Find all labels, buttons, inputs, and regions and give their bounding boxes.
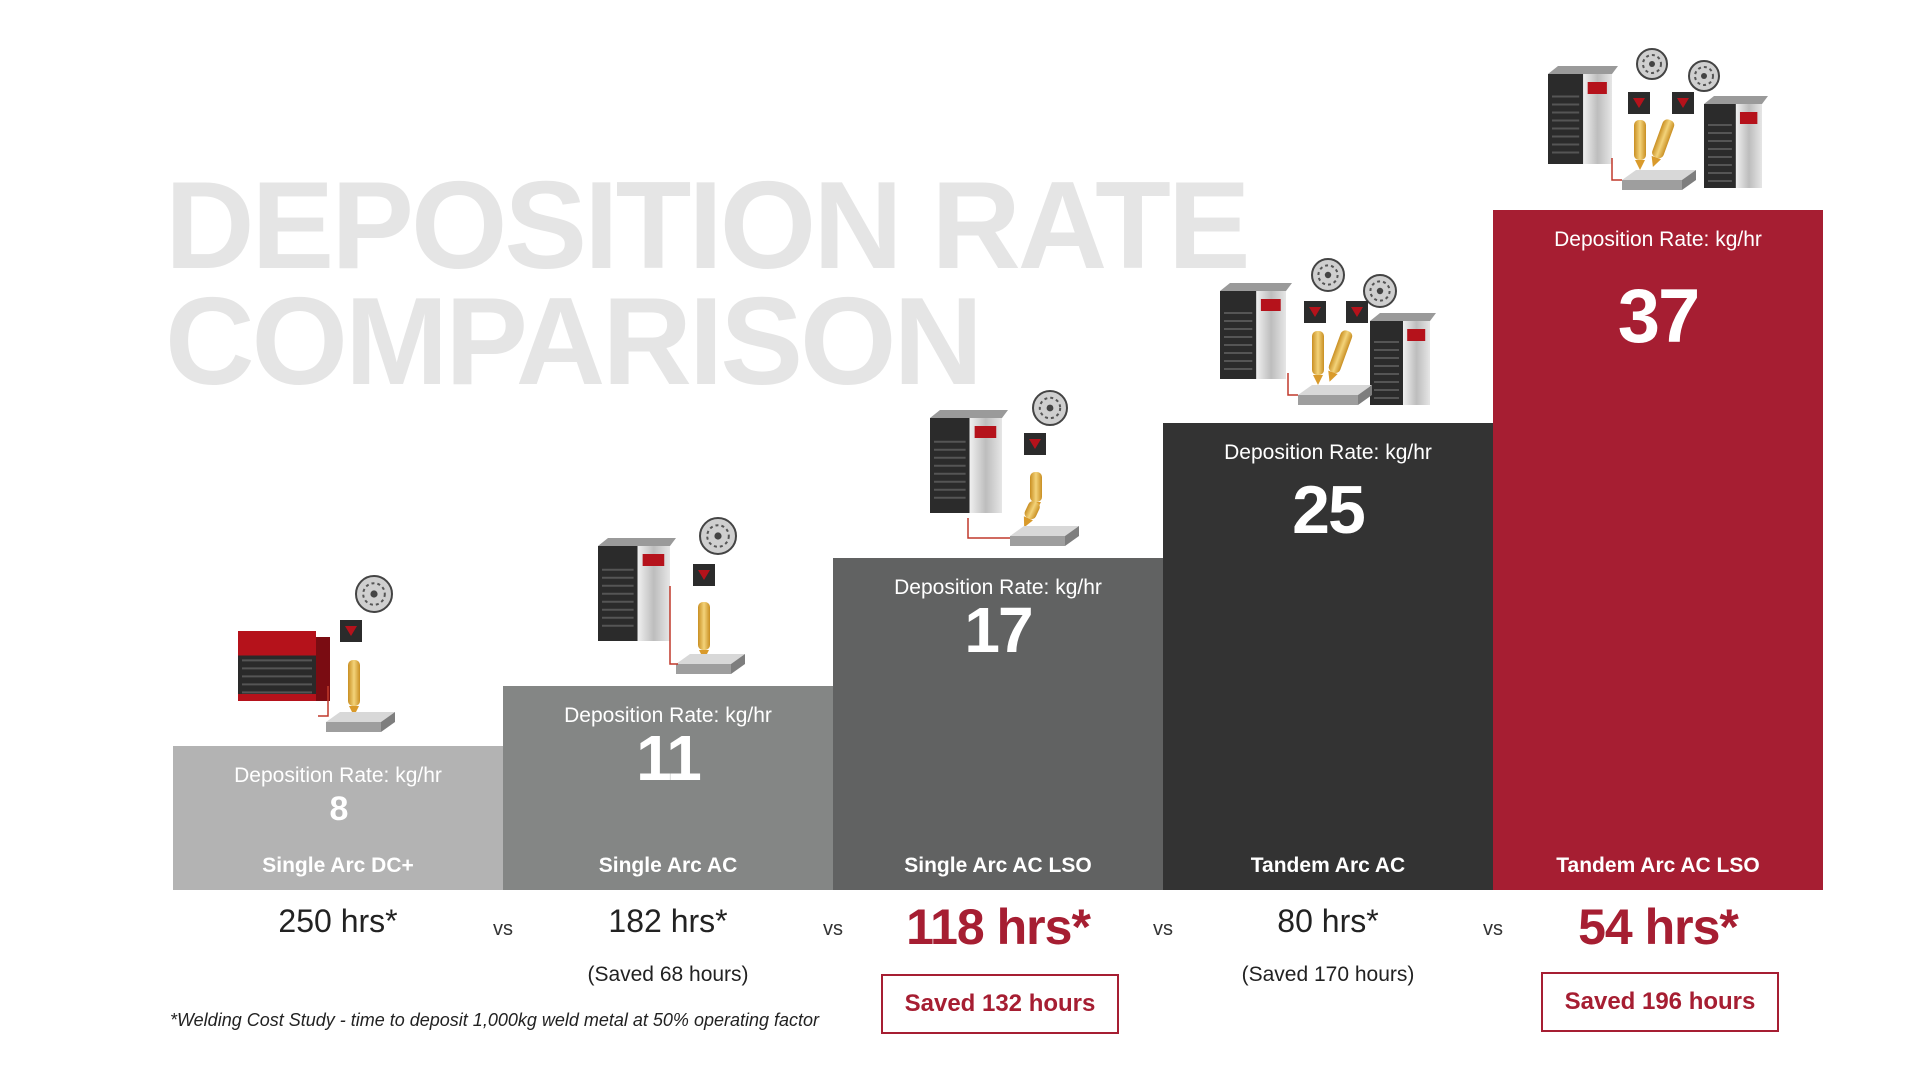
- wire-spool-icon: [355, 575, 393, 613]
- bar-4: [1163, 423, 1493, 890]
- deposition-rate-label: Deposition Rate: kg/hr: [1554, 228, 1762, 251]
- welding-torch-icon: [1328, 330, 1353, 382]
- workpiece-icon: [676, 654, 745, 674]
- workpiece-icon: [1622, 170, 1696, 190]
- wire-feeder-icon: [1024, 433, 1046, 455]
- data-label-value: 11: [636, 722, 700, 794]
- cable: [669, 586, 678, 665]
- welding-torch-icon: [1651, 119, 1675, 167]
- workpiece-icon: [1298, 385, 1372, 405]
- title-line-2: COMPARISON: [165, 273, 983, 411]
- title-line-1: DEPOSITION RATE: [165, 157, 1251, 295]
- data-label-value: 17: [964, 594, 1031, 666]
- category-label: Tandem Arc AC: [1251, 854, 1405, 877]
- welding-torch-icon: [348, 660, 360, 716]
- welding-torch-icon: [1023, 501, 1040, 528]
- wire-spool-icon: [1636, 48, 1668, 80]
- data-label-value: 37: [1618, 274, 1699, 359]
- power-source-silver-icon: [1704, 96, 1768, 188]
- deposition-rate-label: Deposition Rate: kg/hr: [234, 764, 442, 787]
- bar-3: [833, 558, 1163, 890]
- wire-spool-icon: [1032, 390, 1068, 426]
- workpiece-icon: [1010, 526, 1079, 546]
- power-source-silver-icon: [1548, 66, 1618, 164]
- category-label: Single Arc AC: [599, 854, 737, 877]
- bar-5: [1493, 210, 1823, 890]
- cable: [318, 686, 329, 717]
- power-source-silver-icon: [1220, 283, 1292, 379]
- power-source-silver-icon: [930, 410, 1008, 513]
- wire-spool-icon: [1363, 274, 1397, 308]
- power-source-silver-icon: [1370, 313, 1436, 405]
- wire-feeder-icon: [1304, 301, 1326, 323]
- deposition-rate-label: Deposition Rate: kg/hr: [894, 576, 1102, 599]
- footnote: *Welding Cost Study - time to deposit 1,…: [170, 1010, 820, 1030]
- power-source-red-icon: [238, 631, 330, 701]
- category-label: Tandem Arc AC LSO: [1556, 854, 1759, 877]
- wire-spool-icon: [1688, 60, 1720, 92]
- category-label: Single Arc AC LSO: [904, 854, 1091, 877]
- welding-torch-icon: [1312, 331, 1324, 385]
- deposition-rate-label: Deposition Rate: kg/hr: [564, 704, 772, 727]
- page-title: DEPOSITION RATE COMPARISON: [165, 157, 1251, 411]
- data-label-value: 8: [330, 790, 348, 828]
- wire-feeder-icon: [1628, 92, 1650, 114]
- deposition-rate-label: Deposition Rate: kg/hr: [1224, 441, 1432, 464]
- wire-feeder-icon: [693, 564, 715, 586]
- cable: [967, 518, 1010, 539]
- workpiece-icon: [326, 712, 395, 732]
- bar-1: [173, 746, 503, 890]
- welding-torch-icon: [698, 602, 710, 660]
- welding-torch-icon: [1634, 120, 1646, 170]
- cable: [1611, 158, 1622, 181]
- wire-spool-icon: [699, 517, 737, 555]
- data-label-value: 25: [1292, 472, 1364, 548]
- category-label: Single Arc DC+: [262, 854, 414, 877]
- cable: [1287, 373, 1298, 396]
- wire-feeder-icon: [1346, 301, 1368, 323]
- wire-spool-icon: [1311, 258, 1345, 292]
- power-source-silver-icon: [598, 538, 676, 641]
- wire-feeder-icon: [340, 620, 362, 642]
- bar-2: [503, 686, 833, 890]
- wire-feeder-icon: [1672, 92, 1694, 114]
